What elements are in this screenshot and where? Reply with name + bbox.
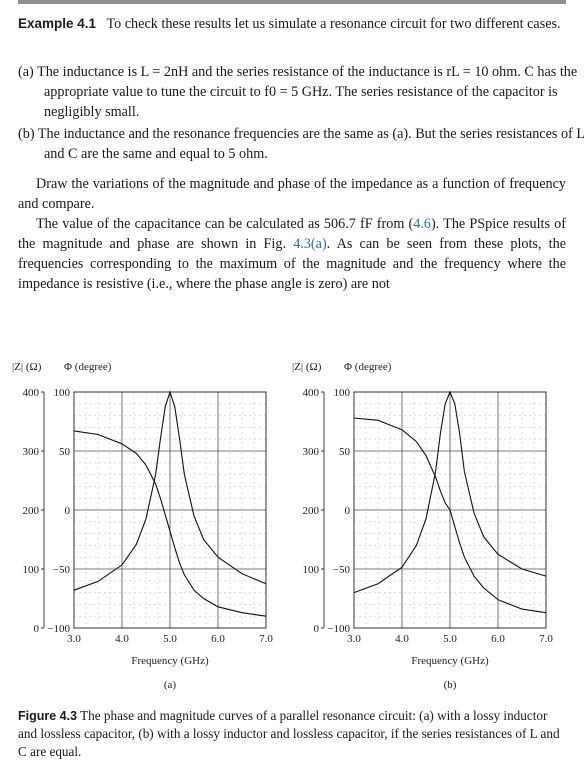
phase-tick-label: 0 [65,505,71,517]
panel-label: (b) [444,679,457,691]
paragraph-text: . As can be seen from these plots, the f… [18,236,566,292]
list-item-a: (a) The inductance is L = 2nH and the se… [18,62,584,122]
example-block: Example 4.1 To check these results let u… [18,14,566,34]
x-axis-label: Frequency (GHz) [131,655,209,667]
x-tick-label: 5.0 [443,633,457,645]
caption-text: The phase and magnitude curves of a para… [18,708,560,759]
x-tick-label: 7.0 [259,633,273,645]
magnitude-tick-label: 200 [23,505,40,517]
magnitude-tick-label: 0 [34,623,40,635]
x-tick-label: 4.0 [395,633,409,645]
magnitude-tick-label: 300 [303,446,320,458]
panel-label: (a) [164,679,177,691]
phase-tick-label: −100 [327,623,350,635]
item-text: The inductance is L = 2nH and the series… [37,64,578,120]
x-tick-label: 6.0 [211,633,225,645]
magnitude-curve [353,390,547,594]
figure-link[interactable]: 4.3(a) [293,236,327,252]
phase-tick-label: −50 [333,564,351,576]
figure-panel-a: |Z| (Ω) Φ (degree) 0 100 200 300 400 −100 −50 0 50… [12,361,273,691]
phase-tick-label: −50 [53,564,71,576]
magnitude-tick-label: 300 [23,446,40,458]
figure-number: Figure 4.3 [18,709,78,723]
phase-tick-label: 100 [54,387,71,399]
equation-link[interactable]: 4.6 [413,216,431,232]
x-tick-label: 4.0 [115,633,129,645]
list-item-b: (b) The inductance and the resonance fre… [18,124,584,164]
phase-tick-label: 0 [345,505,351,517]
paragraph-2: The value of the capacitance can be calc… [18,214,566,294]
header-rule [18,0,566,4]
y-axis-label-magnitude: |Z| (Ω) [292,361,322,373]
phase-curve [353,417,547,614]
example-intro: To check these results let us simulate a… [106,16,561,32]
x-tick-label: 3.0 [67,633,81,645]
magnitude-tick-label: 200 [303,505,320,517]
item-text: The inductance and the resonance frequen… [37,126,584,162]
phase-curve [73,430,267,617]
x-tick-label: 7.0 [539,633,553,645]
magnitude-tick-label: 400 [303,387,320,399]
item-marker: (b) [18,126,35,142]
paragraph-text: ). The PSpice results of the magnitude a… [18,216,566,252]
phase-tick-label: 100 [334,387,351,399]
magnitude-curve [73,390,267,591]
magnitude-tick-label: 100 [23,564,40,576]
paragraph-text: The value of the capacitance can be calc… [36,216,414,232]
y-axis-label-magnitude: |Z| (Ω) [12,361,42,373]
example-label: Example 4.1 [18,16,97,31]
x-tick-label: 6.0 [491,633,505,645]
x-tick-label: 5.0 [163,633,177,645]
figure-panel-b: |Z| (Ω) Φ (degree) 0 100 200 300 400 −100 −50 0 50… [292,361,553,691]
x-tick-label: 3.0 [347,633,361,645]
phase-tick-label: 50 [59,446,71,458]
magnitude-tick-label: 400 [23,387,40,399]
paragraph-1: Draw the variations of the magnitude and… [18,176,566,212]
x-axis-label: Frequency (GHz) [411,655,489,667]
magnitude-tick-label: 0 [314,623,320,635]
phase-tick-label: 50 [339,446,351,458]
item-marker: (a) [18,64,34,80]
y-axis-label-phase: Φ (degree) [64,361,112,373]
y-axis-label-phase: Φ (degree) [344,361,392,373]
magnitude-tick-label: 100 [303,564,320,576]
figure-caption: Figure 4.3 The phase and magnitude curve… [18,707,566,761]
phase-tick-label: −100 [47,623,70,635]
